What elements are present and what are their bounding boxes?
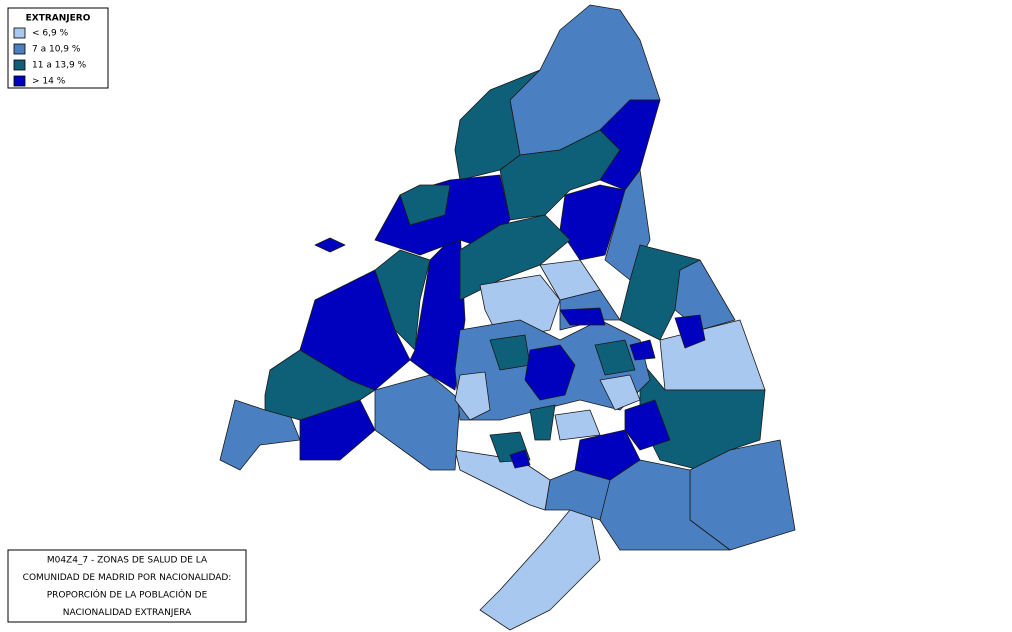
region bbox=[509, 449, 531, 469]
map bbox=[219, 4, 796, 631]
region bbox=[454, 371, 491, 421]
region bbox=[574, 429, 641, 481]
region bbox=[599, 374, 641, 411]
region bbox=[554, 409, 601, 441]
legend-swatch bbox=[13, 43, 26, 55]
caption-box bbox=[7, 549, 247, 623]
legend-label: < 6,9 % bbox=[32, 29, 69, 39]
region bbox=[624, 399, 671, 451]
region bbox=[529, 404, 556, 441]
caption-lines: M04Z4_7 - ZONAS DE SALUD DE LA COMUNIDAD … bbox=[23, 556, 232, 619]
region bbox=[499, 129, 621, 221]
region bbox=[629, 339, 656, 361]
region bbox=[599, 99, 661, 191]
region bbox=[524, 344, 576, 401]
region bbox=[459, 214, 571, 301]
legend-swatch bbox=[13, 59, 26, 71]
legend-title: EXTRANJERO bbox=[26, 14, 91, 24]
region bbox=[674, 314, 706, 349]
region bbox=[399, 184, 451, 226]
region bbox=[594, 339, 636, 376]
region bbox=[374, 249, 431, 351]
legend-label: 11 a 13,9 % bbox=[32, 61, 87, 71]
region bbox=[599, 459, 731, 551]
region bbox=[559, 307, 606, 326]
region bbox=[674, 259, 736, 331]
region bbox=[479, 509, 601, 631]
legend: EXTRANJERO < 6,9 % 7 a 10,9 % 11 a 13,9 % >… bbox=[7, 7, 109, 89]
caption-line: COMUNIDAD DE MADRID POR NACIONALIDAD: bbox=[23, 573, 232, 583]
caption-line: PROPORCIÓN DE LA POBLACIÓN DE bbox=[47, 589, 208, 601]
legend-label: 7 a 10,9 % bbox=[32, 45, 81, 55]
caption-line: NACIONALIDAD EXTRANJERA bbox=[63, 608, 192, 618]
region bbox=[314, 237, 346, 253]
legend-label: > 14 % bbox=[32, 77, 66, 87]
caption: M04Z4_7 - ZONAS DE SALUD DE LA COMUNIDAD … bbox=[7, 549, 247, 623]
legend-swatch bbox=[13, 75, 26, 87]
legend-items: < 6,9 % 7 a 10,9 % 11 a 13,9 % > 14 % bbox=[13, 27, 87, 87]
caption-line: M04Z4_7 - ZONAS DE SALUD DE LA bbox=[47, 556, 208, 566]
legend-swatch bbox=[13, 27, 26, 39]
